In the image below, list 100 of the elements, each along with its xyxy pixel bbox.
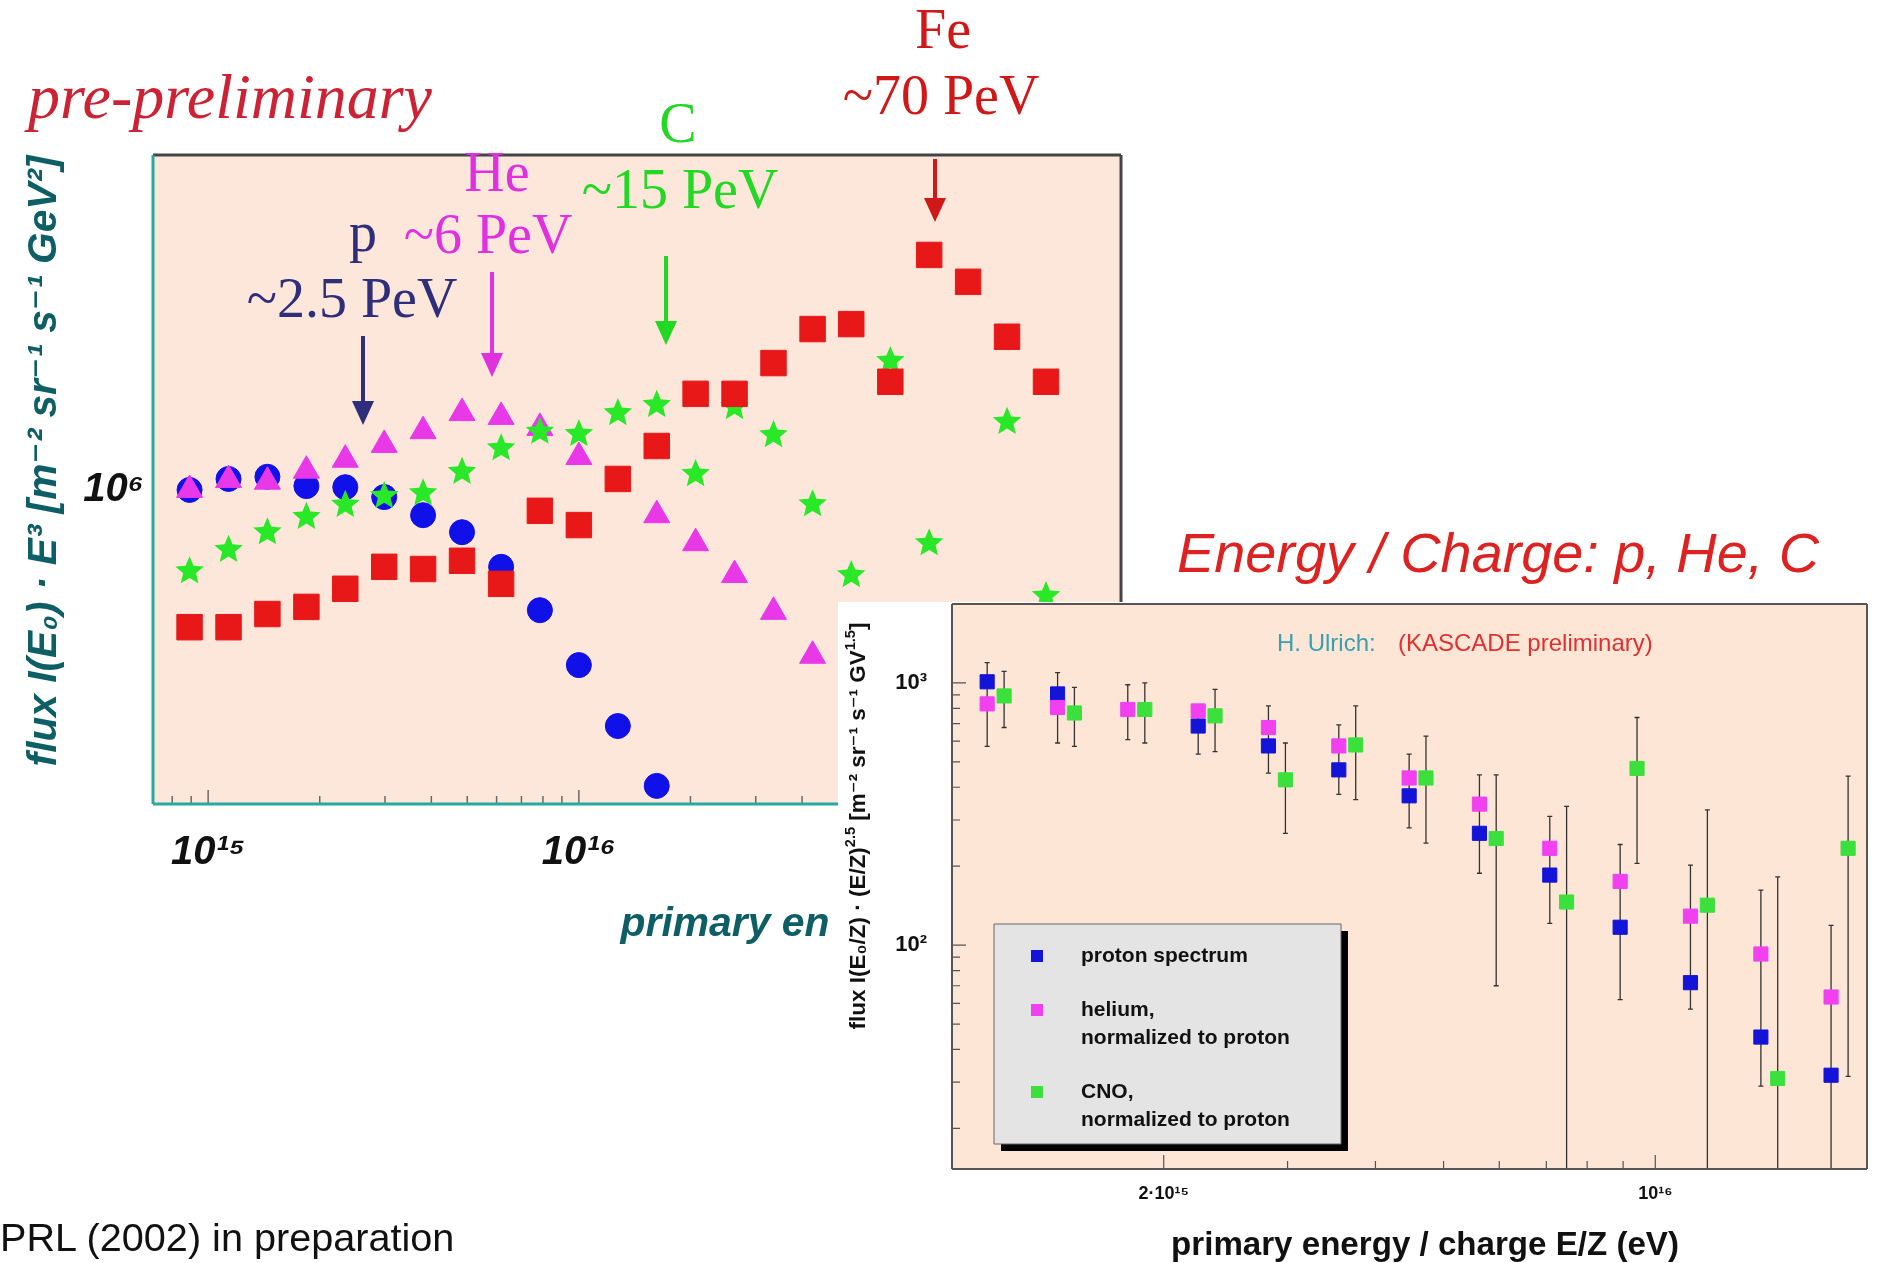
legend-label: helium, normalized to proton	[1081, 996, 1290, 1048]
chart-title: Energy / Charge: p, He, C	[1177, 520, 1820, 584]
text: 10⁶	[83, 465, 144, 510]
point	[486, 433, 516, 461]
point	[604, 465, 632, 493]
y-axis-title: flux I(E₀) · E³ [m⁻² sr⁻¹ s⁻¹ GeV²]	[19, 154, 66, 767]
point	[1401, 788, 1417, 804]
text: Fe	[915, 0, 971, 60]
y-tick-label: 10³	[895, 668, 927, 694]
point	[837, 560, 866, 588]
point	[449, 519, 476, 546]
y-tick-label: 10²	[895, 931, 927, 957]
annotation: H. Ulrich:	[1277, 628, 1376, 656]
point	[1260, 719, 1277, 736]
point	[681, 459, 710, 487]
point	[175, 556, 204, 584]
point	[331, 489, 360, 517]
point	[604, 713, 631, 740]
point	[799, 315, 826, 343]
point	[564, 418, 594, 447]
point	[1401, 770, 1417, 786]
point	[1471, 825, 1488, 841]
point	[525, 416, 555, 444]
point	[1542, 840, 1558, 856]
point	[370, 553, 398, 581]
point	[253, 517, 282, 545]
point	[643, 432, 670, 460]
x-tick-label: 10¹⁶	[541, 828, 616, 873]
point	[254, 600, 281, 628]
text: ~15 PeV	[581, 157, 779, 220]
point	[214, 534, 243, 562]
point	[993, 323, 1021, 350]
point	[682, 380, 709, 408]
text: ~70 PeV	[842, 63, 1040, 126]
point	[1823, 1067, 1839, 1083]
point	[332, 575, 359, 602]
annotation: ~2.5 PeV	[246, 266, 458, 329]
chart-title: pre-preliminary	[24, 60, 433, 132]
point	[1682, 975, 1699, 991]
point	[332, 474, 359, 501]
point	[1190, 718, 1206, 734]
legend-label: CNO, normalized to proton	[1081, 1078, 1290, 1130]
point	[1331, 738, 1347, 754]
point	[979, 674, 995, 690]
point	[1190, 703, 1206, 719]
point	[798, 489, 827, 517]
point	[759, 420, 788, 448]
point	[215, 613, 242, 641]
x-axis-title: primary energy / charge E/Z (eV)	[1171, 1225, 1679, 1263]
point	[721, 380, 748, 408]
annotation: (KASCADE preliminary)	[1398, 628, 1653, 656]
y-axis-title: flux I(E₀/Z) · (E/Z)2.5 [m⁻² sr⁻¹ s⁻¹ GV1.5]	[842, 622, 871, 1030]
point	[914, 528, 944, 556]
annotation: ~6 PeV	[403, 202, 573, 265]
point	[1471, 796, 1488, 812]
point	[1032, 368, 1060, 395]
point	[1331, 762, 1347, 778]
point	[1612, 873, 1628, 889]
point	[915, 241, 943, 269]
point	[603, 398, 633, 426]
point	[408, 478, 438, 506]
point	[410, 502, 437, 529]
point	[1050, 686, 1066, 702]
point	[1542, 867, 1558, 883]
annotation: p	[349, 200, 377, 263]
point	[487, 570, 515, 598]
point	[838, 310, 865, 338]
point	[979, 696, 995, 712]
point	[1682, 908, 1699, 924]
point	[954, 268, 982, 296]
point	[526, 497, 554, 525]
point	[642, 389, 671, 417]
text: He	[464, 140, 530, 203]
point	[1050, 699, 1066, 716]
point	[643, 772, 670, 799]
point	[1612, 919, 1628, 935]
point	[760, 349, 787, 377]
x-axis-title: primary en	[619, 899, 830, 946]
point	[176, 613, 203, 641]
point	[526, 597, 553, 624]
point	[1823, 989, 1839, 1005]
text: PRL (2002) in preparation	[0, 1214, 455, 1259]
text: C	[659, 91, 697, 154]
point	[565, 511, 593, 539]
point	[1753, 946, 1769, 962]
point	[1753, 1029, 1769, 1045]
x-tick-label: 10¹⁵	[171, 828, 246, 873]
point	[292, 501, 321, 529]
point	[293, 593, 320, 621]
point	[448, 547, 476, 574]
point	[447, 456, 477, 484]
legend-label: proton spectrum	[1081, 942, 1248, 966]
x-tick-label: 10¹⁶	[1638, 1182, 1673, 1203]
point	[992, 406, 1022, 434]
point	[565, 652, 592, 679]
point	[1260, 738, 1277, 754]
point	[1120, 701, 1136, 718]
point	[877, 368, 904, 395]
x-tick-label: 2·10¹⁵	[1138, 1182, 1189, 1203]
point	[409, 555, 437, 583]
